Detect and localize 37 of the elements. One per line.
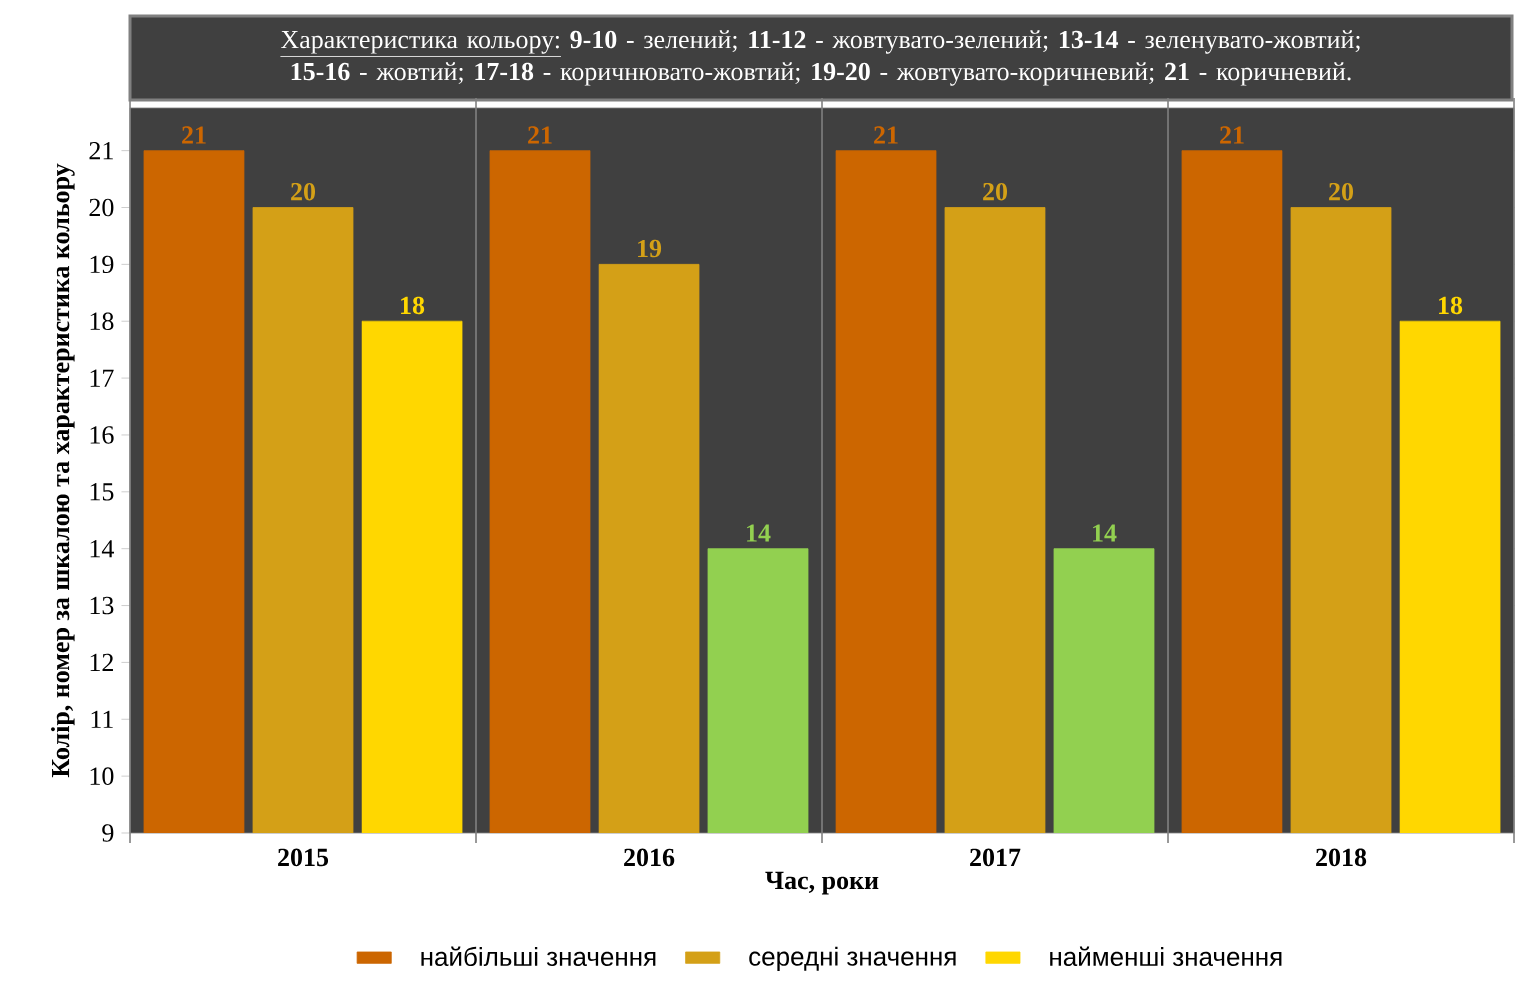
data-label: 18	[1439, 296, 1463, 315]
x-tick-label: 2017	[970, 848, 1021, 867]
data-label: 20	[983, 182, 1008, 201]
x-tick-label: 2018	[1316, 848, 1367, 867]
y-tick-label: 15	[90, 483, 114, 501]
data-label: 21	[1220, 126, 1244, 144]
y-tick-label: 14	[90, 540, 115, 558]
legend-label: найменші значення	[1050, 946, 1282, 967]
text: 15-16 - жовтий; 17-18 - коричнювато-жовтий; 19-20 - жовтувато-коричневий; 21 - коричневий.	[291, 62, 1351, 86]
y-tick-label: 18	[90, 312, 114, 330]
legend-label: середні значення	[749, 946, 956, 971]
y-tick-label: 16	[90, 426, 114, 444]
text: 9-10 - зелений; 11-12 - жовтувато-зелений; 13-14 - зеленувато-жовтий;	[570, 30, 1360, 54]
y-axis-title: Колір, номер за шкалою та характеристика кольору	[51, 163, 75, 778]
y-tick-label: 9	[102, 824, 114, 842]
y-tick-label: 11	[91, 710, 113, 728]
x-tick-label: 2015	[278, 848, 329, 867]
y-tick-label: 19	[90, 255, 114, 274]
x-axis-title: Час, роки	[765, 871, 879, 895]
data-label: 21	[182, 126, 206, 144]
data-label: 21	[528, 126, 552, 144]
y-tick-label: 21	[89, 142, 113, 160]
y-tick-label: 20	[89, 198, 114, 217]
chart-title: Характеристика кольору:	[280, 31, 559, 54]
y-tick-label: 10	[90, 767, 114, 785]
y-tick-label: 17	[90, 369, 114, 387]
y-tick-label: 13	[90, 596, 114, 615]
data-label: 20	[291, 182, 316, 201]
legend-label: найбільші значення	[421, 946, 656, 967]
y-tick-label: 12	[90, 653, 113, 672]
data-label: 19	[638, 239, 662, 258]
x-tick-label: 2016	[624, 848, 675, 867]
data-label: 18	[401, 296, 425, 315]
data-label: 20	[1329, 182, 1354, 201]
data-label: 21	[874, 126, 898, 144]
data-label: 14	[1093, 524, 1117, 542]
data-label: 14	[747, 524, 771, 542]
